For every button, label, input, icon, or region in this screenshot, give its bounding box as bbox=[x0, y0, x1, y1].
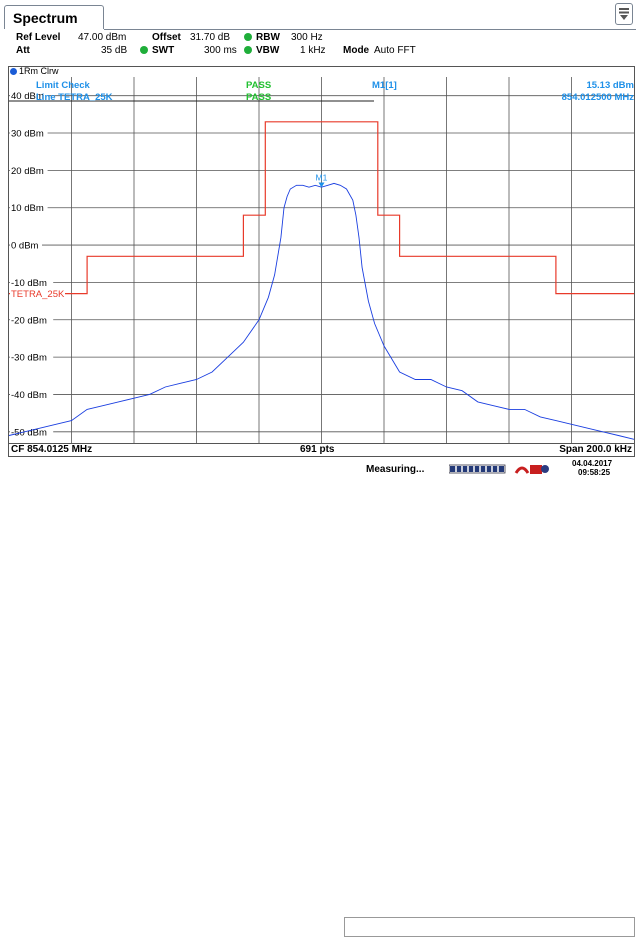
status-time: 09:58:25 bbox=[578, 468, 611, 477]
y-tick-label: 30 dBm bbox=[11, 129, 44, 140]
span-value: Span 200.0 kHz bbox=[559, 444, 632, 455]
att-label: Att bbox=[16, 45, 30, 56]
y-tick-label: 40 dBm bbox=[11, 91, 44, 102]
y-tick-label: -30 dBm bbox=[11, 353, 47, 364]
tab-spectrum[interactable]: Spectrum bbox=[4, 5, 104, 29]
limit-line-label-bg bbox=[10, 287, 65, 299]
status-bar: Measuring... 04.04.2017 09:58:25 bbox=[0, 458, 636, 937]
y-tick-label-bg bbox=[10, 388, 54, 400]
trace-indicator-icon bbox=[10, 68, 17, 76]
vbw-item bbox=[244, 45, 254, 56]
marker-freq: 854.012500 MHz bbox=[562, 92, 634, 103]
swt-item bbox=[140, 45, 150, 56]
marker-triangle-icon bbox=[318, 182, 325, 188]
settings-panel: Ref Level 47.00 dBm Offset 31.70 dB RBW … bbox=[0, 30, 636, 65]
vbw-value: 1 kHz bbox=[300, 45, 326, 56]
offset-label: Offset bbox=[152, 32, 181, 43]
limit-check-title-text: Limit Check bbox=[36, 80, 90, 91]
spectrum-chart: 40 dBm 30 dBm 20 dBm 10 dBm 0 dBm -10 dBm -20 … bbox=[8, 77, 635, 443]
ref-level-value: 47.00 dBm bbox=[78, 32, 127, 43]
rbw-item bbox=[244, 32, 254, 43]
y-tick-label-bg bbox=[10, 127, 48, 139]
y-tick-label: -20 dBm bbox=[11, 315, 47, 326]
tab-bar: Spectrum bbox=[0, 0, 636, 30]
footer-bar: CF 854.0125 MHz 691 pts Span 200.0 kHz bbox=[8, 443, 635, 457]
rbw-label: RBW bbox=[256, 32, 280, 43]
mode-label: Mode bbox=[343, 45, 370, 56]
marker-label: M1 bbox=[316, 173, 328, 183]
limit-line-label: Line TETRA_25K bbox=[36, 92, 113, 103]
tab-bar-line bbox=[104, 29, 636, 30]
limit-line bbox=[9, 121, 634, 295]
y-tick-label: 0 dBm bbox=[11, 241, 39, 252]
swt-value: 300 ms bbox=[204, 45, 237, 56]
y-tick-label-bg bbox=[10, 313, 54, 325]
y-tick-label-bg bbox=[10, 201, 48, 213]
y-tick-label-bg bbox=[10, 351, 54, 363]
offset-value: 31.70 dB bbox=[190, 32, 231, 43]
trace-header: 1Rm Clrw bbox=[8, 66, 59, 77]
progress-bar bbox=[448, 464, 509, 477]
y-tick-label: 20 dBm bbox=[11, 166, 44, 177]
center-frequency: CF 854.0125 MHz bbox=[11, 444, 93, 455]
y-tick-label-bg bbox=[10, 164, 48, 176]
limit-line-label: TETRA_25K bbox=[11, 289, 65, 300]
coupled-indicator-icon bbox=[244, 33, 252, 42]
swt-label: SWT bbox=[152, 45, 175, 56]
marker-level: 15.13 dBm bbox=[586, 80, 634, 91]
remote-control-icon bbox=[514, 465, 549, 474]
vbw-label: VBW bbox=[256, 45, 280, 56]
sweep-points: 691 pts bbox=[300, 444, 335, 455]
y-tick-label: -10 dBm bbox=[11, 278, 47, 289]
y-tick-label: 10 dBm bbox=[11, 203, 44, 214]
y-tick-label-bg bbox=[10, 276, 54, 288]
att-value: 35 dB bbox=[101, 45, 128, 56]
mode-value: Auto FFT bbox=[374, 45, 416, 56]
limit-line-result-text: PASS bbox=[246, 92, 272, 103]
y-tick-label-bg bbox=[10, 89, 48, 101]
marker-name: M1[1] bbox=[372, 80, 397, 91]
trace-header-text: 1Rm Clrw bbox=[19, 66, 59, 76]
coupled-indicator-icon bbox=[244, 46, 252, 55]
menu-button[interactable] bbox=[615, 3, 633, 25]
dropdown-menu-icon bbox=[619, 8, 629, 20]
y-tick-label-bg bbox=[10, 425, 54, 437]
progress-bar-icon bbox=[448, 464, 506, 474]
remote-icon-wrap bbox=[514, 461, 550, 480]
coupled-indicator-icon bbox=[140, 46, 148, 55]
limit-check-title: Limit Check bbox=[36, 80, 90, 91]
marker-level-text: 15.13 dBm bbox=[586, 80, 634, 91]
limit-check-title-result-text: PASS bbox=[246, 80, 272, 91]
ref-level-label: Ref Level bbox=[16, 32, 61, 43]
limit-line-label-text: Line TETRA_25K bbox=[36, 92, 113, 103]
y-tick-label-bg bbox=[10, 239, 42, 251]
rbw-value: 300 Hz bbox=[291, 32, 323, 43]
y-tick-label: -40 dBm bbox=[11, 390, 47, 401]
limit-check-title-result: PASS bbox=[246, 80, 271, 91]
marker-name-text: M1[1] bbox=[372, 80, 397, 91]
y-tick-label: -50 dBm bbox=[11, 427, 47, 438]
status-date: 04.04.2017 bbox=[572, 459, 613, 468]
limit-line-result: PASS bbox=[246, 92, 271, 103]
status-text: Measuring... bbox=[366, 464, 425, 475]
status-box bbox=[344, 917, 635, 937]
marker-freq-text: 854.012500 MHz bbox=[561, 92, 634, 103]
